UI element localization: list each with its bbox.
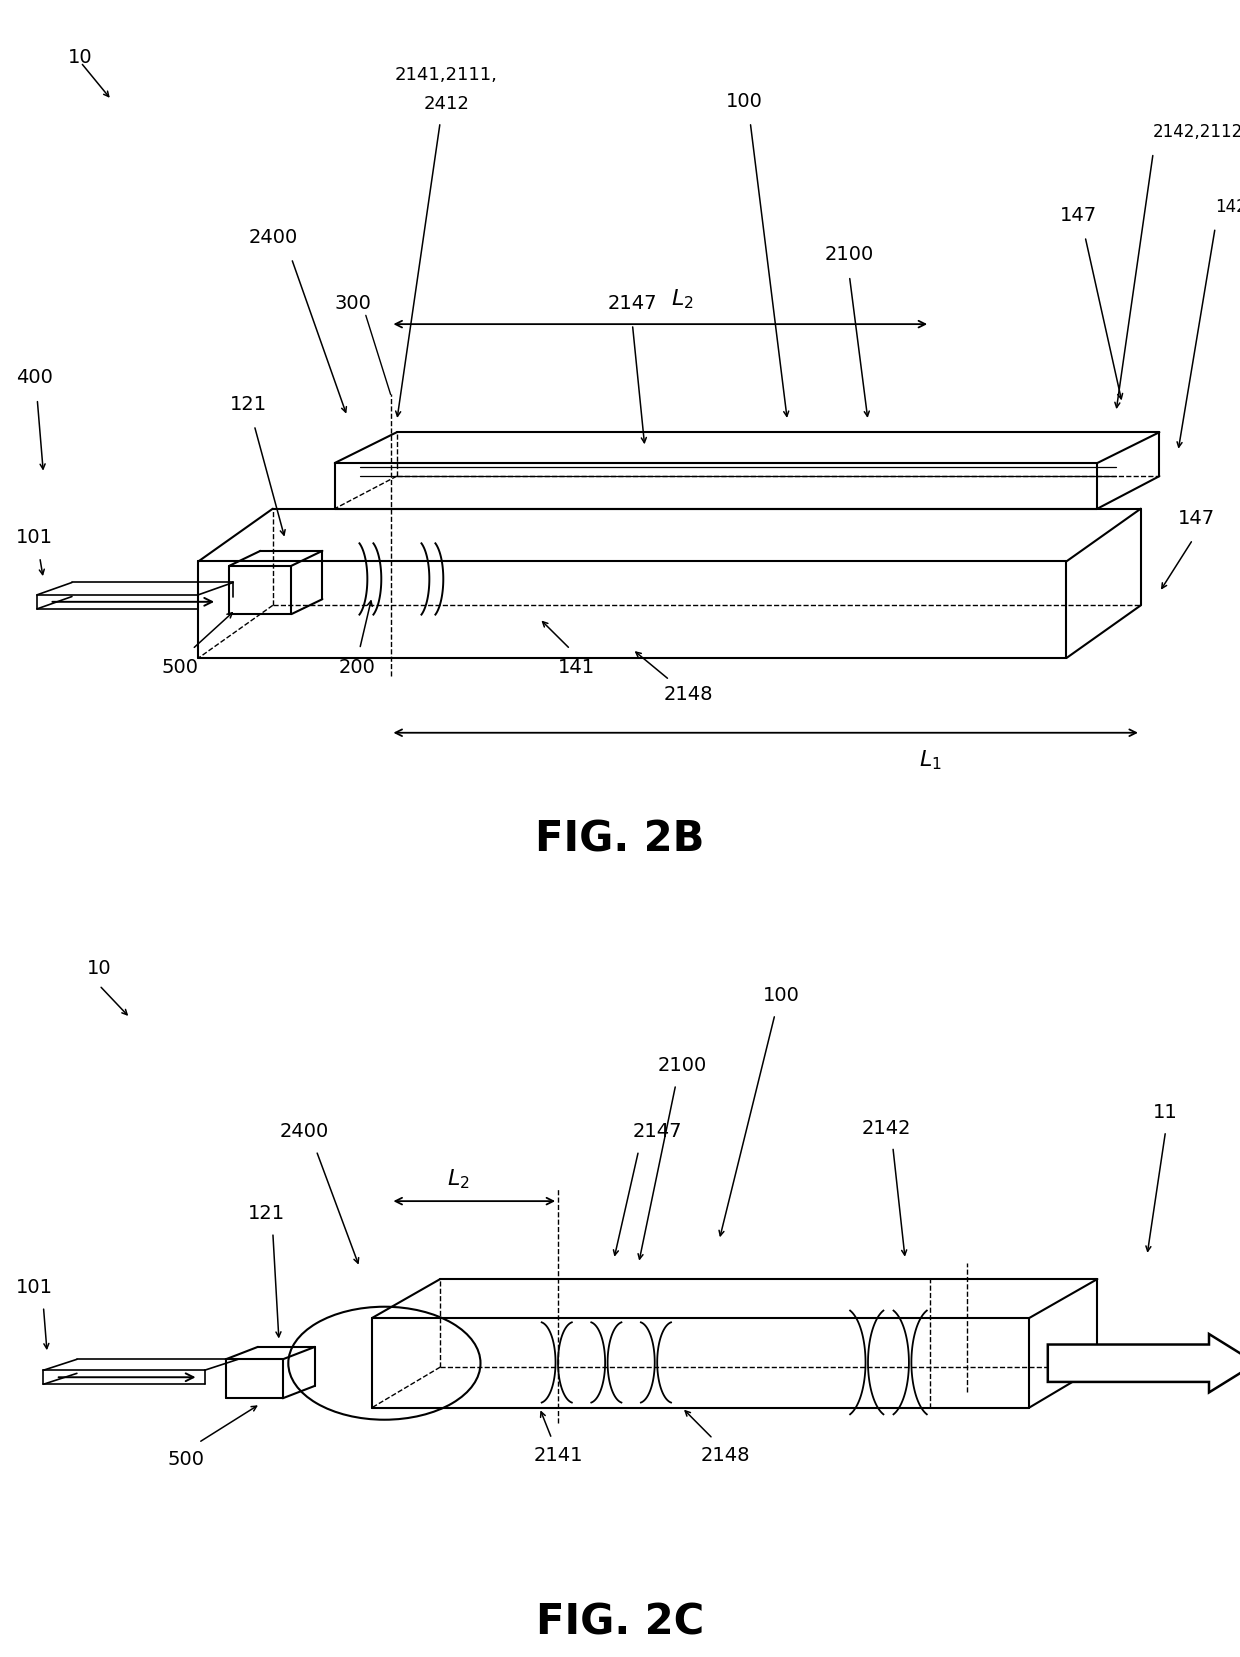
Text: 141: 141 bbox=[558, 658, 595, 678]
Text: 2100: 2100 bbox=[657, 1056, 707, 1075]
Text: 147: 147 bbox=[1060, 205, 1097, 225]
Text: 101: 101 bbox=[16, 529, 53, 547]
Text: 2100: 2100 bbox=[825, 245, 874, 263]
Text: 2147: 2147 bbox=[632, 1122, 682, 1140]
Text: 300: 300 bbox=[335, 293, 372, 313]
Text: $L_1$: $L_1$ bbox=[919, 747, 941, 772]
Text: 2141: 2141 bbox=[533, 1445, 583, 1465]
FancyArrow shape bbox=[1048, 1334, 1240, 1392]
Text: 500: 500 bbox=[161, 658, 198, 678]
Text: 101: 101 bbox=[16, 1278, 53, 1296]
Text: 400: 400 bbox=[16, 368, 53, 388]
Text: 200: 200 bbox=[339, 658, 376, 678]
Text: 147: 147 bbox=[1178, 509, 1215, 527]
Text: 100: 100 bbox=[763, 986, 800, 1004]
Text: 2142: 2142 bbox=[862, 1118, 911, 1137]
Text: 2400: 2400 bbox=[248, 227, 298, 247]
Text: 2400: 2400 bbox=[279, 1122, 329, 1140]
Text: 121: 121 bbox=[248, 1203, 285, 1223]
Text: 500: 500 bbox=[167, 1448, 205, 1468]
Text: 2148: 2148 bbox=[701, 1445, 750, 1465]
Text: $L_2$: $L_2$ bbox=[671, 287, 693, 310]
Text: 11: 11 bbox=[1153, 1102, 1178, 1122]
Text: 121: 121 bbox=[229, 394, 267, 414]
Text: 2147: 2147 bbox=[608, 293, 657, 313]
Text: 2141,2111,: 2141,2111, bbox=[396, 66, 497, 83]
Text: 10: 10 bbox=[87, 958, 112, 978]
Text: 2412: 2412 bbox=[424, 94, 469, 113]
Text: FIG. 2C: FIG. 2C bbox=[536, 1601, 704, 1644]
Text: FIG. 2B: FIG. 2B bbox=[536, 817, 704, 860]
Text: $L_2$: $L_2$ bbox=[448, 1167, 470, 1190]
Text: 100: 100 bbox=[725, 91, 763, 111]
Text: 2148: 2148 bbox=[663, 684, 713, 703]
Text: 2142,2112: 2142,2112 bbox=[1153, 123, 1240, 141]
Text: 10: 10 bbox=[68, 48, 93, 66]
Text: 142,112: 142,112 bbox=[1215, 197, 1240, 215]
